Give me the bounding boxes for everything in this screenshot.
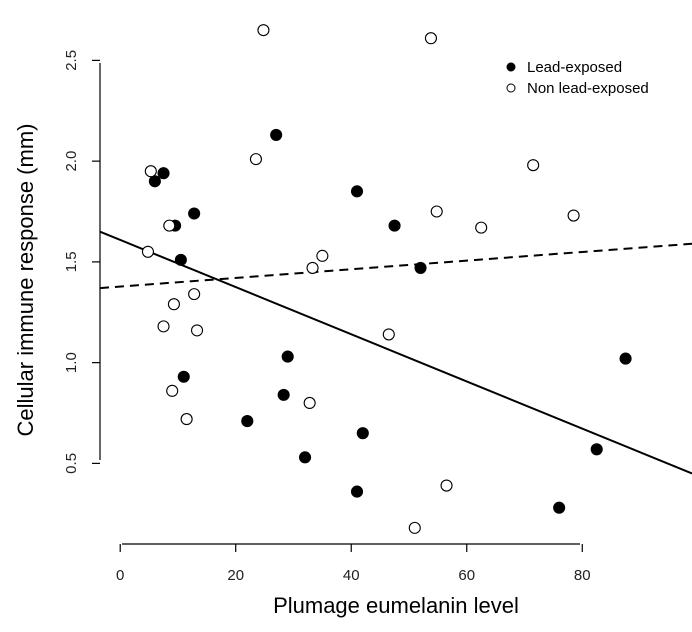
point-non-lead-exposed-16: [424, 32, 437, 45]
trend-line-lead-exposed: [99, 230, 692, 475]
y-tick-label-2.5: 2.5: [63, 50, 80, 71]
point-non-lead-exposed-15: [408, 521, 421, 534]
legend-marker-non-lead-exposed: [506, 83, 516, 93]
legend-label-non-lead-exposed: Non lead-exposed: [527, 80, 649, 97]
x-tick-label-60: 60: [458, 567, 475, 584]
point-lead-exposed-3: [174, 253, 187, 266]
point-lead-exposed-4: [177, 370, 190, 383]
legend-label-lead-exposed: Lead-exposed: [527, 59, 622, 76]
point-non-lead-exposed-8: [190, 324, 204, 337]
point-lead-exposed-15: [414, 261, 427, 274]
point-non-lead-exposed-6: [180, 413, 193, 426]
point-lead-exposed-11: [350, 185, 364, 198]
point-lead-exposed-12: [350, 485, 364, 498]
point-lead-exposed-6: [241, 415, 254, 428]
point-non-lead-exposed-7: [188, 288, 201, 301]
point-non-lead-exposed-2: [157, 320, 170, 333]
point-non-lead-exposed-17: [430, 205, 443, 218]
point-non-lead-exposed-13: [316, 249, 329, 262]
trend-line-non-lead-exposed: [99, 242, 692, 290]
y-axis-title: Cellular immune response (mm): [13, 124, 38, 437]
point-lead-exposed-7: [270, 128, 283, 141]
point-non-lead-exposed-19: [475, 221, 488, 234]
point-lead-exposed-8: [277, 388, 290, 401]
point-non-lead-exposed-1: [144, 165, 157, 178]
point-lead-exposed-10: [298, 451, 312, 464]
point-non-lead-exposed-10: [257, 24, 270, 37]
x-tick-label-20: 20: [227, 567, 244, 584]
point-lead-exposed-5: [188, 207, 201, 220]
y-tick-label-0.5: 0.5: [63, 453, 80, 474]
x-axis-title: Plumage eumelanin level: [273, 593, 519, 618]
point-lead-exposed-18: [619, 352, 632, 365]
point-non-lead-exposed-14: [382, 328, 395, 341]
point-non-lead-exposed-12: [306, 261, 319, 274]
legend-marker-lead-exposed: [506, 62, 516, 72]
x-ticks: 0 20 40 60 80: [116, 544, 591, 584]
point-non-lead-exposed-18: [440, 479, 453, 492]
axes: 0 20 40 60 80 0.5 1.0 1.5 2.0 2.5: [63, 50, 591, 584]
y-tick-label-2.0: 2.0: [63, 151, 80, 172]
point-non-lead-exposed-11: [303, 396, 316, 409]
y-tick-label-1.5: 1.5: [63, 251, 80, 272]
x-tick-label-0: 0: [116, 567, 124, 584]
point-lead-exposed-0: [148, 175, 161, 188]
point-non-lead-exposed-9: [249, 153, 262, 166]
y-tick-label-1.0: 1.0: [63, 352, 80, 373]
point-non-lead-exposed-20: [527, 159, 540, 172]
point-non-lead-exposed-0: [141, 245, 154, 258]
point-lead-exposed-9: [281, 350, 294, 363]
point-lead-exposed-16: [553, 501, 566, 514]
point-lead-exposed-14: [388, 219, 401, 232]
point-non-lead-exposed-5: [167, 298, 180, 311]
data-points: [141, 24, 632, 534]
point-lead-exposed-13: [356, 427, 369, 440]
point-non-lead-exposed-21: [567, 209, 580, 222]
point-lead-exposed-17: [590, 443, 603, 456]
legend: Lead-exposed Non lead-exposed: [506, 59, 649, 97]
trend-lines: [99, 230, 692, 475]
point-non-lead-exposed-4: [166, 384, 179, 397]
point-non-lead-exposed-3: [163, 219, 176, 232]
point-lead-exposed-1: [157, 167, 170, 180]
y-ticks: 0.5 1.0 1.5 2.0 2.5: [63, 50, 100, 474]
x-tick-label-40: 40: [343, 567, 360, 584]
x-tick-label-80: 80: [574, 567, 591, 584]
